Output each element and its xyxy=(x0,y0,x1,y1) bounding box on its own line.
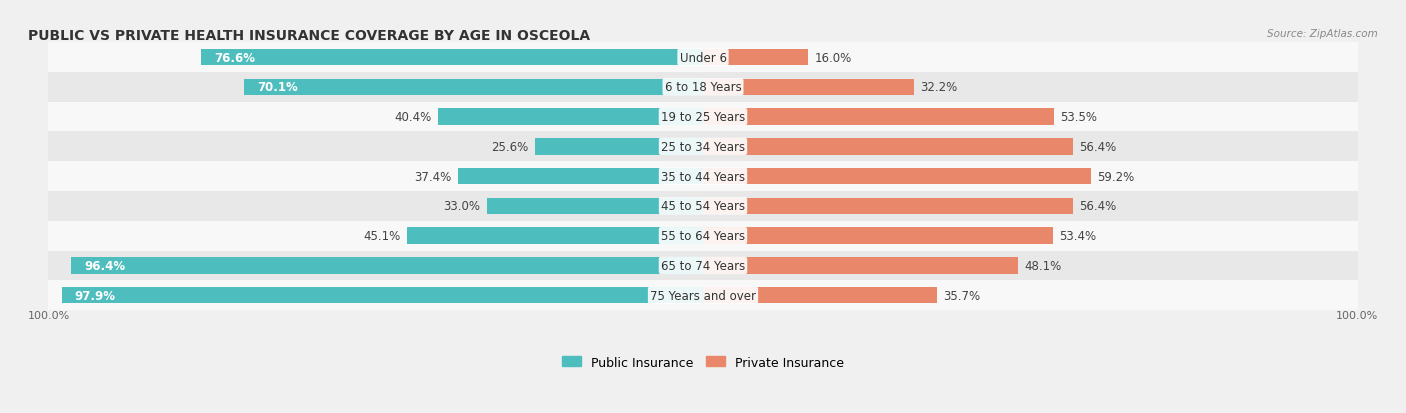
Text: 35.7%: 35.7% xyxy=(943,289,980,302)
Text: 100.0%: 100.0% xyxy=(28,311,70,321)
Text: 100.0%: 100.0% xyxy=(1336,311,1378,321)
Text: 32.2%: 32.2% xyxy=(921,81,957,94)
Bar xyxy=(201,50,703,66)
Text: 53.5%: 53.5% xyxy=(1060,111,1097,124)
Bar xyxy=(48,162,1358,192)
Bar xyxy=(48,102,1358,132)
Text: 55 to 64 Years: 55 to 64 Years xyxy=(661,230,745,242)
Bar xyxy=(536,139,703,155)
Text: Source: ZipAtlas.com: Source: ZipAtlas.com xyxy=(1267,29,1378,39)
Text: 97.9%: 97.9% xyxy=(75,289,115,302)
Bar xyxy=(408,228,703,244)
Text: 53.4%: 53.4% xyxy=(1060,230,1097,242)
Text: 75 Years and over: 75 Years and over xyxy=(650,289,756,302)
Text: 45 to 54 Years: 45 to 54 Years xyxy=(661,200,745,213)
Bar xyxy=(72,258,703,274)
Text: PUBLIC VS PRIVATE HEALTH INSURANCE COVERAGE BY AGE IN OSCEOLA: PUBLIC VS PRIVATE HEALTH INSURANCE COVER… xyxy=(28,29,591,43)
Text: Under 6: Under 6 xyxy=(679,51,727,64)
Text: 48.1%: 48.1% xyxy=(1025,259,1062,272)
Text: 56.4%: 56.4% xyxy=(1080,140,1116,154)
Bar xyxy=(48,73,1358,102)
Bar xyxy=(703,258,1018,274)
Text: 56.4%: 56.4% xyxy=(1080,200,1116,213)
Bar xyxy=(48,132,1358,162)
Bar xyxy=(703,169,1091,185)
Text: 6 to 18 Years: 6 to 18 Years xyxy=(665,81,741,94)
Bar xyxy=(703,50,808,66)
Bar xyxy=(486,198,703,215)
Text: 25.6%: 25.6% xyxy=(492,140,529,154)
Bar xyxy=(48,221,1358,251)
Bar xyxy=(48,251,1358,281)
Bar xyxy=(48,281,1358,310)
Bar xyxy=(703,198,1073,215)
Text: 37.4%: 37.4% xyxy=(415,170,451,183)
Bar xyxy=(243,79,703,96)
Bar xyxy=(703,287,936,304)
Text: 96.4%: 96.4% xyxy=(84,259,125,272)
Bar xyxy=(703,139,1073,155)
Text: 65 to 74 Years: 65 to 74 Years xyxy=(661,259,745,272)
Bar xyxy=(703,228,1053,244)
Text: 45.1%: 45.1% xyxy=(364,230,401,242)
Bar xyxy=(439,109,703,126)
Bar xyxy=(48,192,1358,221)
Text: 59.2%: 59.2% xyxy=(1098,170,1135,183)
Bar xyxy=(458,169,703,185)
Text: 35 to 44 Years: 35 to 44 Years xyxy=(661,170,745,183)
Text: 19 to 25 Years: 19 to 25 Years xyxy=(661,111,745,124)
Text: 70.1%: 70.1% xyxy=(257,81,298,94)
Text: 33.0%: 33.0% xyxy=(443,200,481,213)
Bar xyxy=(48,43,1358,73)
Bar xyxy=(703,109,1053,126)
Bar xyxy=(62,287,703,304)
Bar xyxy=(703,79,914,96)
Text: 16.0%: 16.0% xyxy=(814,51,852,64)
Legend: Public Insurance, Private Insurance: Public Insurance, Private Insurance xyxy=(557,351,849,374)
Text: 25 to 34 Years: 25 to 34 Years xyxy=(661,140,745,154)
Text: 76.6%: 76.6% xyxy=(214,51,256,64)
Text: 40.4%: 40.4% xyxy=(395,111,432,124)
